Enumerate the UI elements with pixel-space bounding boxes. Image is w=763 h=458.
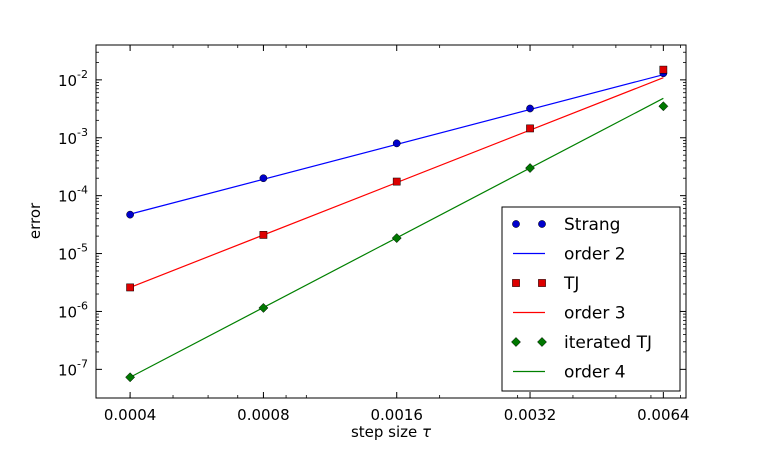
legend-label: order 2 xyxy=(564,245,626,265)
x-axis-label: step size τ xyxy=(351,423,432,441)
data-point-iterated-tj xyxy=(525,163,535,173)
legend-label: order 3 xyxy=(564,304,626,324)
y-tick-label: 10-2 xyxy=(58,68,88,90)
y-tick-label: 10-7 xyxy=(58,357,88,379)
data-point-tj xyxy=(259,231,268,239)
legend-marker xyxy=(538,220,546,228)
axes-frame xyxy=(95,44,687,399)
data-point-strang xyxy=(259,174,268,183)
legend-entry-tj: TJ xyxy=(512,274,579,294)
plot-area xyxy=(125,65,669,383)
legend-entry-order-4: order 4 xyxy=(513,363,626,383)
x-tick-label: 0.0008 xyxy=(237,406,290,424)
data-point-iterated-tj xyxy=(125,372,136,383)
legend-box xyxy=(501,206,681,392)
data-point-strang xyxy=(392,139,401,148)
data-point-tj xyxy=(392,177,401,186)
y-tick-label: 10-3 xyxy=(58,126,88,148)
legend-label: TJ xyxy=(563,274,579,294)
data-point-tj xyxy=(126,283,134,292)
data-point-tj xyxy=(659,65,668,74)
data-point-strang xyxy=(526,104,534,113)
legend-label: iterated TJ xyxy=(564,333,652,353)
data-point-iterated-tj xyxy=(658,101,669,112)
legend-label: order 4 xyxy=(564,363,626,383)
legend-entry-strang: Strang xyxy=(512,215,620,235)
x-tick-label: 0.0004 xyxy=(104,406,157,424)
y-tick-label: 10-6 xyxy=(58,299,88,321)
x-axis-label-symbol: τ xyxy=(422,423,432,441)
data-point-iterated-tj xyxy=(391,233,402,244)
legend-marker xyxy=(511,337,521,347)
x-tick-label: 0.0016 xyxy=(370,406,423,424)
data-point-iterated-tj xyxy=(258,302,269,313)
legend: Strang order 2 TJ order 3 iterated TJ order … xyxy=(501,206,681,392)
x-tick-label: 0.0032 xyxy=(504,406,557,424)
x-axis-label-text: step size xyxy=(351,423,417,441)
y-axis-label: error xyxy=(26,202,44,239)
legend-marker xyxy=(538,279,546,287)
legend-entry-order-2: order 2 xyxy=(513,245,626,265)
legend-label: Strang xyxy=(564,215,620,235)
legend-entry-iterated-tj: iterated TJ xyxy=(511,333,652,353)
legend-marker xyxy=(512,279,520,287)
y-tick-label: 10-4 xyxy=(58,184,88,206)
data-point-strang xyxy=(126,210,134,219)
legend-marker xyxy=(512,220,520,228)
legend-marker xyxy=(537,337,547,347)
legend-entry-order-3: order 3 xyxy=(513,304,626,324)
data-point-tj xyxy=(526,124,534,133)
x-tick-label: 0.0064 xyxy=(637,406,690,424)
y-tick-label: 10-5 xyxy=(58,242,88,264)
axis-ticks: 0.0004 0.0008 0.0016 0.0032 0.0064 10-7 10-6 10… xyxy=(58,45,690,424)
